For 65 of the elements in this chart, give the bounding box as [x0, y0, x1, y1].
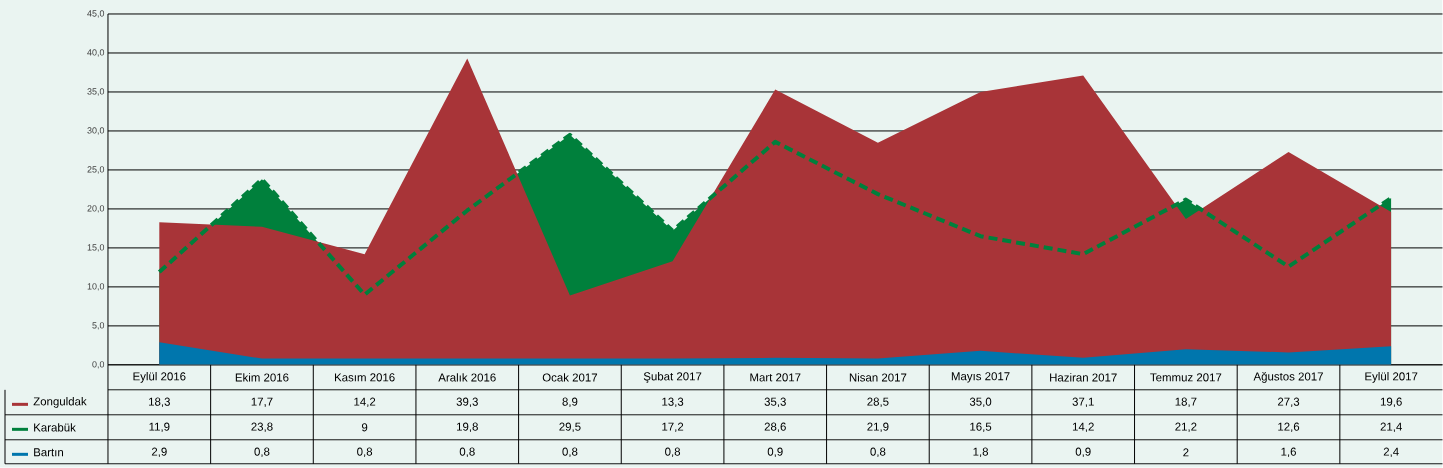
data-label: 35,3	[764, 397, 786, 408]
data-label: 12,6	[1278, 422, 1300, 433]
data-label: 37,1	[1072, 397, 1094, 408]
data-label: 21,9	[867, 422, 889, 433]
data-label: 0,8	[254, 447, 270, 458]
data-label: 29,5	[559, 422, 581, 433]
x-tick-label: Kasım 2016	[334, 373, 395, 382]
x-tick-label: Aralık 2016	[438, 373, 496, 382]
x-tick-label: Eylül 2016	[133, 372, 186, 383]
x-tick-label: Mart 2017	[750, 373, 801, 382]
data-label: 8,9	[562, 397, 578, 408]
data-label: 23,8	[251, 422, 273, 433]
y-tick-label: 5,0	[92, 322, 105, 330]
data-label: 16,5	[970, 422, 992, 433]
data-label: 11,9	[149, 422, 170, 433]
data-label: 2,4	[1383, 447, 1399, 458]
data-label: 19,8	[457, 422, 478, 433]
x-tick-label: Ekim 2016	[235, 373, 289, 382]
y-tick-label: 35,0	[87, 88, 105, 96]
legend-label: Zonguldak	[33, 397, 87, 408]
data-label: 2,9	[151, 447, 167, 458]
data-label: 35,0	[969, 397, 992, 408]
data-label: 18,7	[1175, 397, 1197, 408]
data-label: 0,8	[357, 447, 373, 458]
data-label: 21,2	[1175, 422, 1197, 433]
data-label: 1,6	[1281, 447, 1296, 458]
data-label: 9	[361, 423, 368, 432]
data-label: 1,8	[973, 447, 989, 458]
data-label: 28,5	[867, 397, 889, 408]
y-tick-label: 15,0	[87, 244, 105, 252]
data-label: 19,6	[1380, 397, 1402, 408]
data-label: 0,8	[870, 447, 886, 458]
x-tick-label: Haziran 2017	[1050, 373, 1117, 382]
x-tick-label: Ağustos 2017	[1253, 372, 1323, 383]
x-tick-label: Mayıs 2017	[951, 372, 1010, 383]
data-label: 18,3	[149, 397, 170, 408]
y-tick-label: 30,0	[87, 127, 105, 135]
data-label: 0,9	[1075, 447, 1091, 458]
y-tick-label: 0,0	[92, 361, 105, 369]
data-label: 0,8	[562, 447, 578, 458]
data-label: 0,8	[665, 447, 681, 458]
data-label: 28,6	[764, 422, 786, 433]
data-label: 14,2	[354, 397, 376, 408]
data-label: 17,2	[662, 422, 684, 433]
y-tick-label: 10,0	[87, 283, 105, 291]
data-label: 21,4	[1380, 422, 1402, 433]
y-tick-label: 25,0	[87, 166, 105, 174]
x-tick-label: Temmuz 2017	[1150, 373, 1222, 382]
legend-label: Karabük	[34, 423, 76, 432]
x-tick-label: Şubat 2017	[643, 372, 702, 383]
data-label: 14,2	[1072, 422, 1094, 433]
data-label: 0,8	[459, 447, 475, 458]
data-label: 17,7	[251, 397, 273, 408]
x-tick-label: Eylül 2017	[1365, 372, 1418, 383]
data-label: 27,3	[1277, 397, 1300, 408]
data-label: 13,3	[662, 397, 684, 408]
legend-label: Bartın	[34, 448, 64, 457]
data-label: 0,9	[767, 447, 783, 458]
y-tick-label: 20,0	[87, 205, 105, 213]
x-tick-label: Ocak 2017	[542, 373, 598, 382]
y-tick-label: 40,0	[87, 49, 105, 57]
y-tick-label: 45,0	[87, 10, 105, 18]
data-label: 2	[1183, 448, 1189, 457]
data-label: 39,3	[456, 397, 478, 408]
x-tick-label: Nisan 2017	[849, 373, 907, 382]
